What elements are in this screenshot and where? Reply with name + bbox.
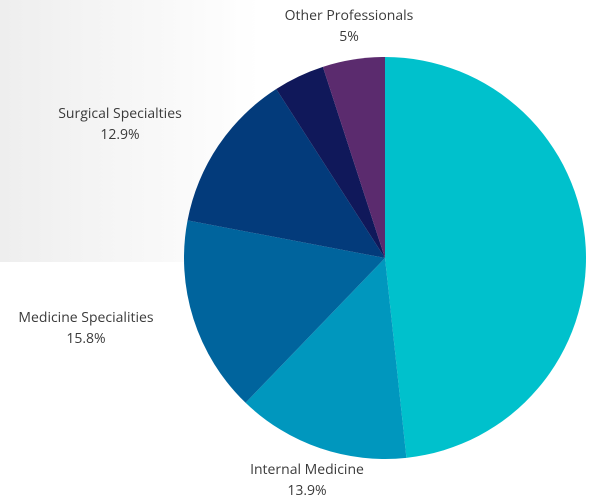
slice-label: Other Professionals — [285, 6, 414, 25]
pie-slice — [385, 57, 586, 458]
slice-label: Surgical Specialties — [58, 104, 182, 123]
slice-value: 15.8% — [66, 329, 105, 348]
pie-slice — [276, 66, 385, 258]
pie-slice — [322, 57, 385, 258]
pie-slice — [245, 258, 407, 459]
slice-value: 13.9% — [287, 481, 326, 500]
slice-label: Internal Medicine — [250, 460, 364, 479]
pie-slice — [183, 220, 385, 403]
slice-value: 12.9% — [100, 125, 139, 144]
slice-value: 5% — [339, 27, 359, 46]
slice-label: Medicine Specialities — [18, 308, 153, 327]
pie-slice — [187, 88, 385, 258]
